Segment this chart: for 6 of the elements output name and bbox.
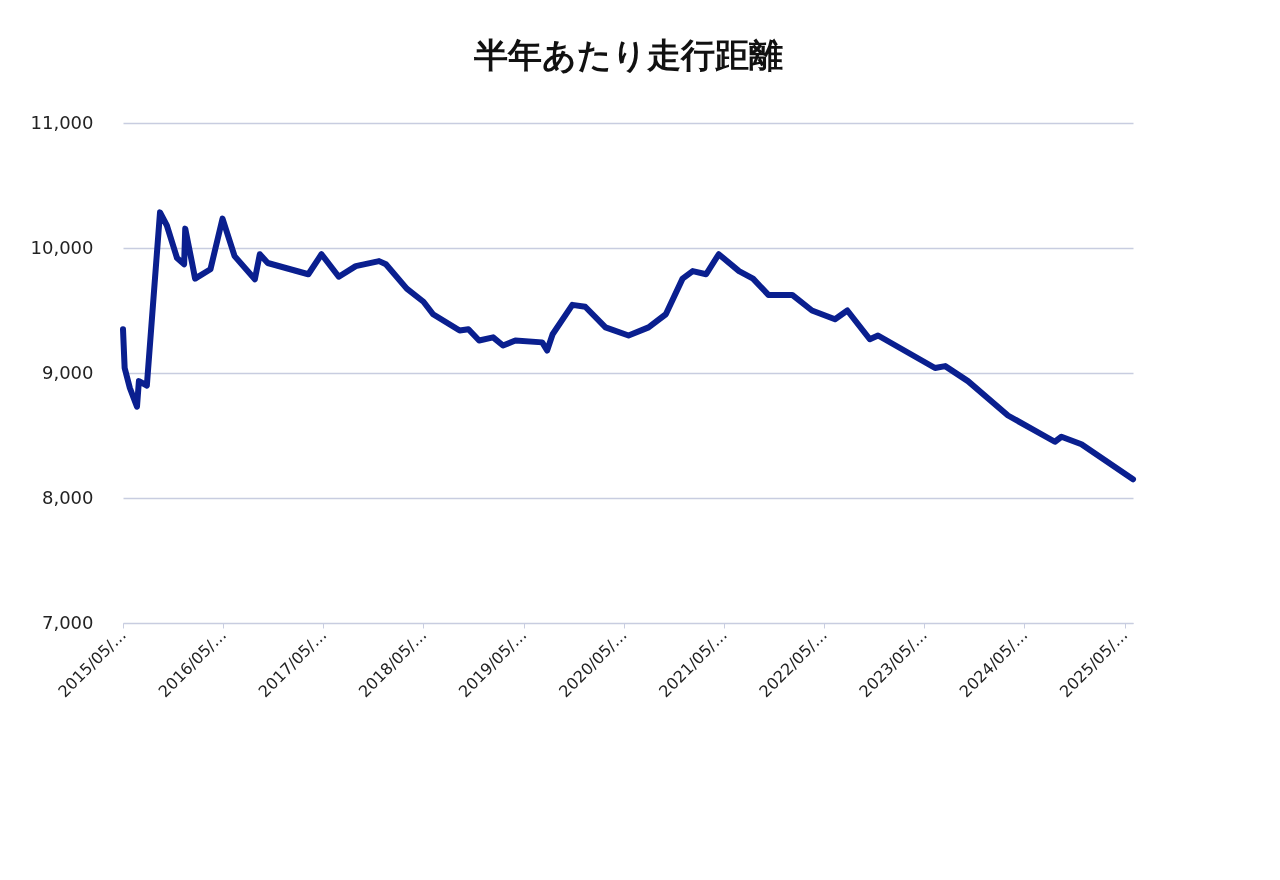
y-tick-label: 8,000 xyxy=(41,486,94,508)
y-tick-label: 10,000 xyxy=(30,236,94,258)
y-tick-label: 9,000 xyxy=(41,361,94,383)
y-tick-label: 7,000 xyxy=(41,611,94,633)
chart-title: 半年あたり走行距離 xyxy=(472,35,783,75)
y-tick-label: 11,000 xyxy=(30,111,94,133)
